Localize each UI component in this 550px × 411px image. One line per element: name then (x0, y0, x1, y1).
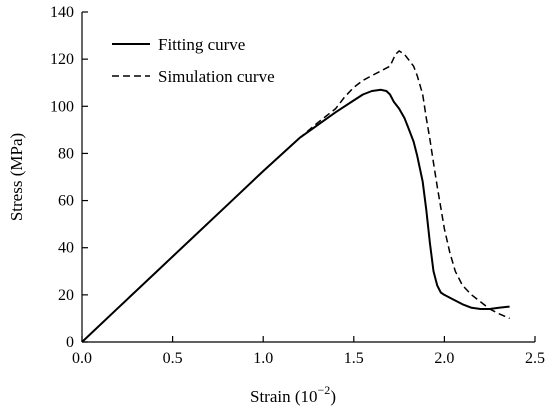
legend-label-fitting: Fitting curve (158, 35, 245, 54)
x-tick-label: 0.5 (163, 350, 183, 367)
y-tick-label: 80 (58, 145, 74, 162)
y-tick-label: 140 (50, 4, 74, 21)
y-tick-label: 40 (58, 240, 74, 257)
y-axis-ticks: 0 20 40 60 80 100 120 140 (50, 4, 88, 351)
x-tick-label: 2.5 (525, 350, 545, 367)
y-tick-label: 100 (50, 98, 74, 115)
legend: Fitting curve Simulation curve (112, 35, 275, 86)
y-tick-label: 120 (50, 51, 74, 68)
legend-label-simulation: Simulation curve (158, 67, 275, 86)
plot-series (81, 50, 510, 343)
x-tick-label: 2.0 (434, 350, 454, 367)
x-tick-label: 1.0 (253, 350, 273, 367)
x-tick-label: 0.0 (72, 350, 92, 367)
x-tick-label: 1.5 (344, 350, 364, 367)
x-axis-title: Strain (10−2) (250, 383, 336, 406)
series-line-fitting-curve (81, 88, 510, 343)
y-tick-label: 0 (66, 334, 74, 351)
y-tick-label: 60 (58, 193, 74, 210)
series-line-simulation-curve (81, 50, 510, 343)
x-axis-ticks: 0.0 0.5 1.0 1.5 2.0 2.5 (72, 336, 545, 367)
y-axis-title: Stress (MPa) (7, 133, 26, 221)
y-tick-label: 20 (58, 287, 74, 304)
